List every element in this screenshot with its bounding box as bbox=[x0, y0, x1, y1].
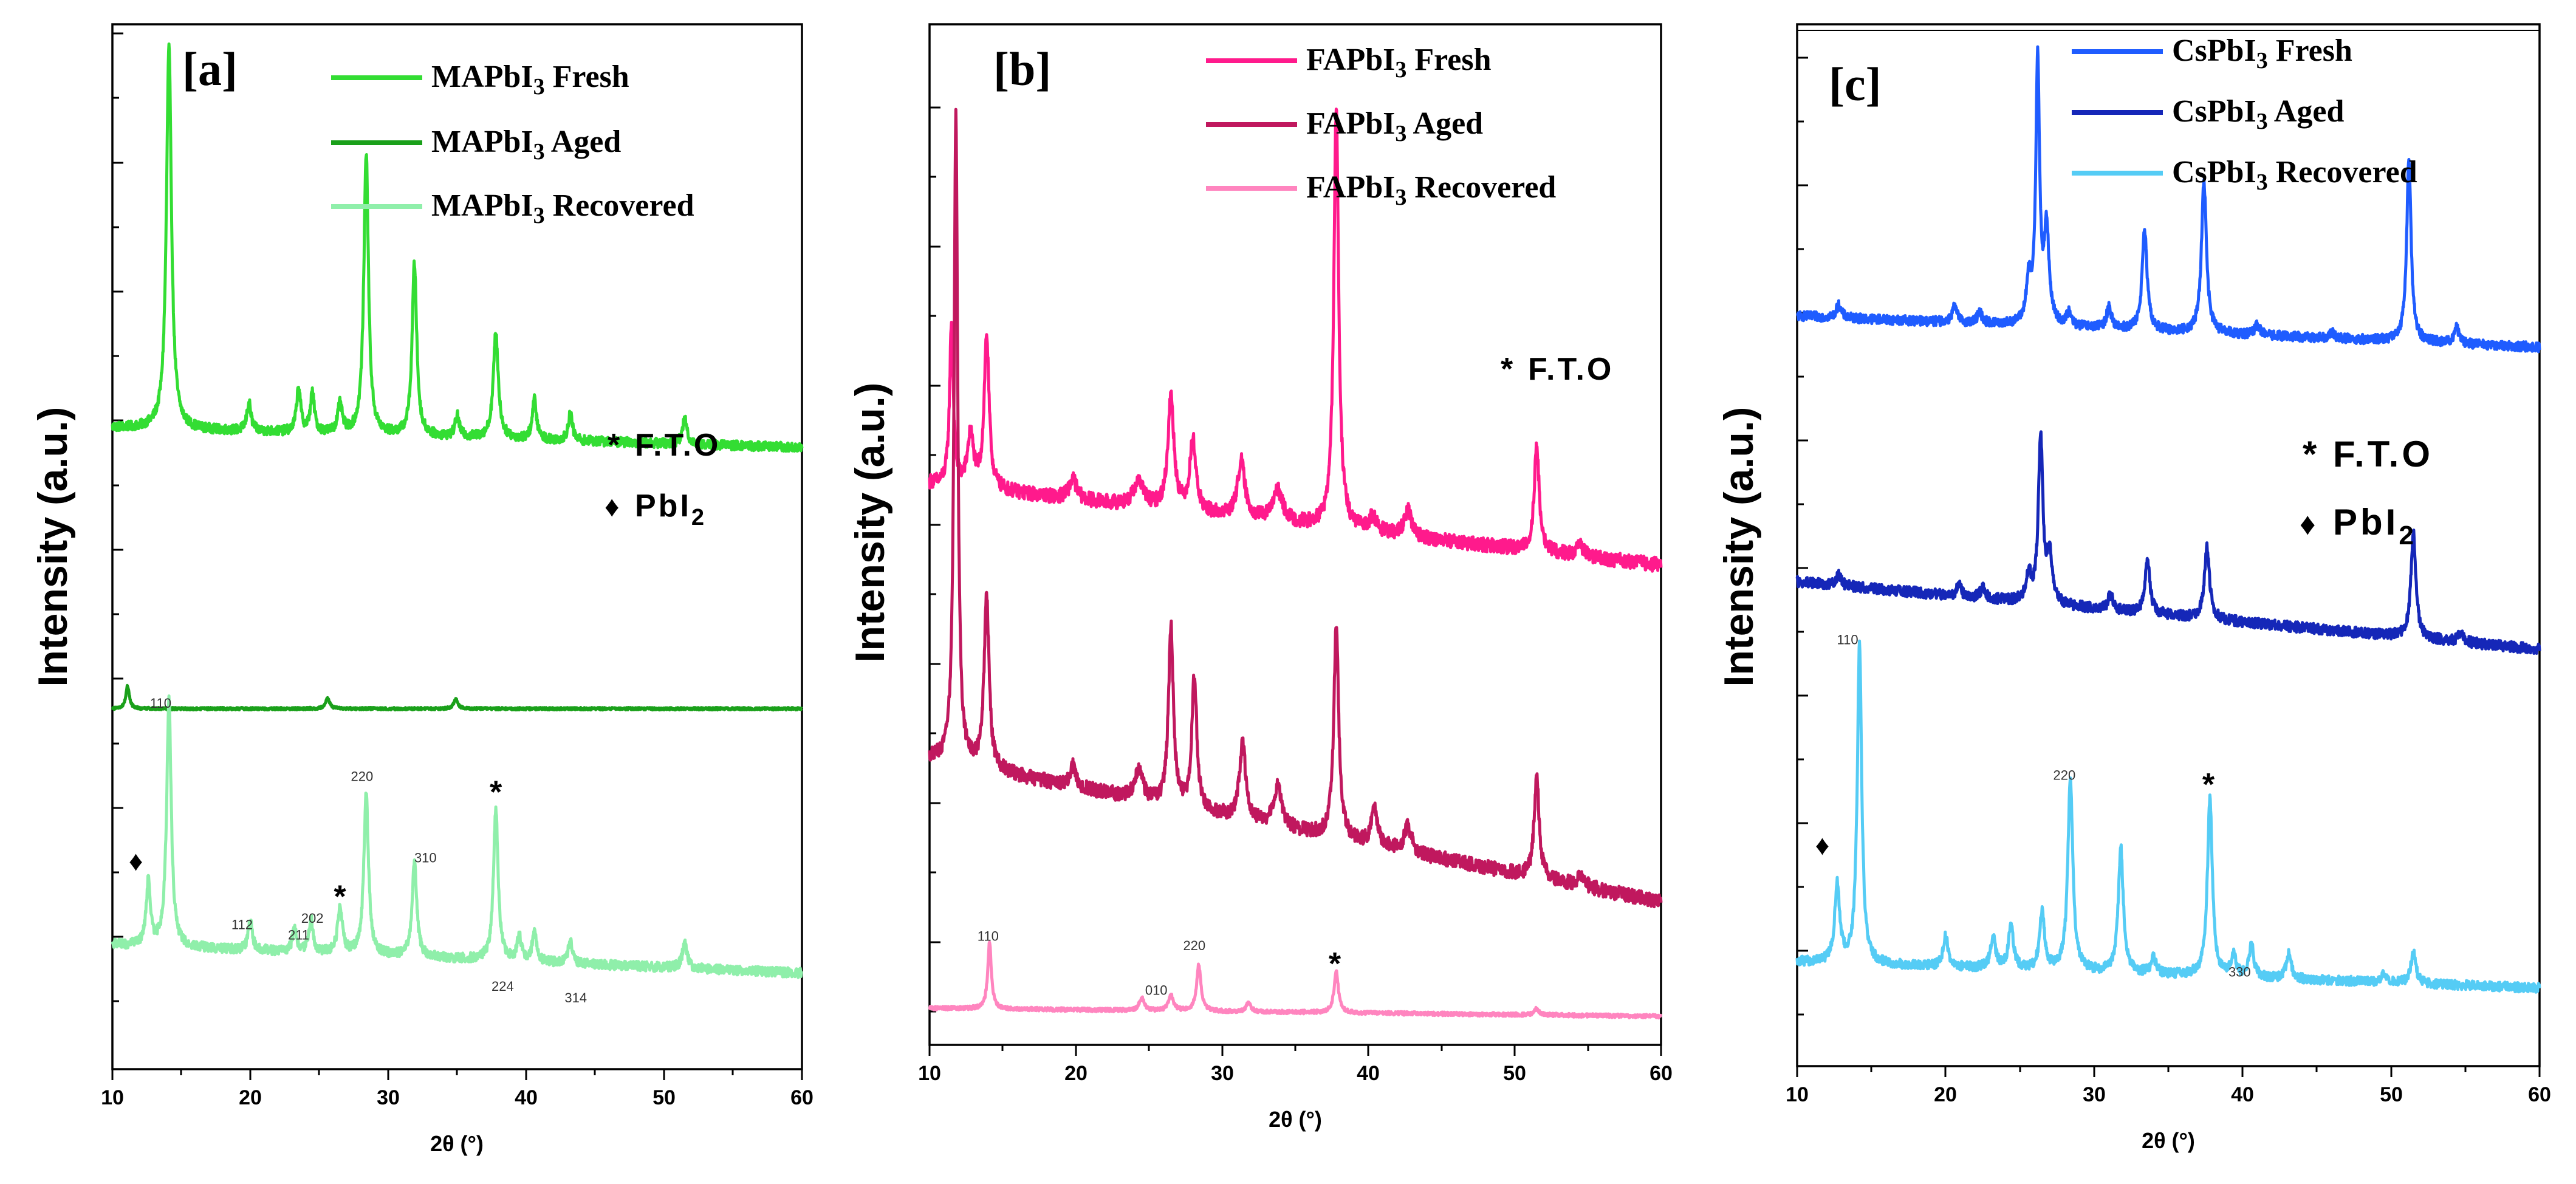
pbi2-legend-text: PbI2 bbox=[635, 488, 707, 530]
panel-b-xtick-labels: 10 20 30 40 50 60 bbox=[918, 1062, 1673, 1085]
legend-label-fresh: CsPbI3 Fresh bbox=[2172, 33, 2352, 74]
legend: CsPbI3 Fresh CsPbI3 Aged CsPbI3 Recovere… bbox=[2072, 33, 2417, 195]
fto-peak-marker: * bbox=[334, 879, 346, 914]
xtick-label: 40 bbox=[2231, 1083, 2254, 1106]
panel-a-xticks bbox=[111, 1069, 803, 1080]
series-line-cspbi3-recovered bbox=[1795, 639, 2541, 994]
pbi2-legend-diamond: ♦ bbox=[605, 491, 620, 523]
panel-a-series bbox=[111, 42, 804, 979]
series-line-fapbi3-fresh bbox=[928, 108, 1663, 573]
xtick-label: 40 bbox=[515, 1086, 538, 1109]
xtick-label: 30 bbox=[2083, 1083, 2106, 1106]
panel-c-xticks bbox=[1796, 1066, 2541, 1077]
fto-legend-text: F.T.O bbox=[635, 428, 721, 463]
xtick-label: 30 bbox=[377, 1086, 400, 1109]
y-axis-title: Intensity (a.u.) bbox=[1716, 407, 1762, 687]
legend-label-recovered: CsPbI3 Recovered bbox=[2172, 155, 2417, 195]
fto-legend-text: F.T.O bbox=[2333, 434, 2433, 474]
legend-label-fresh: MAPbI3 Fresh bbox=[431, 60, 629, 100]
series-line-cspbi3-fresh bbox=[1796, 45, 2541, 354]
peak-index-label: 110 bbox=[1837, 632, 1858, 647]
x-axis-title: 2θ (°) bbox=[1269, 1107, 1322, 1132]
fto-legend-star: * bbox=[1501, 352, 1513, 387]
xtick-label: 10 bbox=[101, 1086, 124, 1109]
y-axis-title: Intensity (a.u.) bbox=[847, 383, 893, 663]
peak-index-label: 330 bbox=[2228, 965, 2251, 980]
peak-index-label: 220 bbox=[2054, 767, 2076, 782]
panel-c-yticks bbox=[1797, 56, 1808, 1016]
y-axis-title: Intensity (a.u.) bbox=[30, 407, 76, 687]
legend: FAPbI3 Fresh FAPbI3 Aged FAPbI3 Recovere… bbox=[1206, 43, 1556, 210]
peak-index-label: 110 bbox=[150, 696, 171, 711]
xtick-label: 60 bbox=[790, 1086, 814, 1109]
series-line-mapbi3-recovered bbox=[111, 694, 803, 979]
xtick-label: 20 bbox=[1934, 1083, 1957, 1106]
panel-a-yticks bbox=[112, 32, 123, 1002]
xtick-label: 20 bbox=[239, 1086, 262, 1109]
series-line-cspbi3-aged bbox=[1795, 430, 2541, 655]
panel-a-xtick-labels: 10 20 30 40 50 60 bbox=[101, 1086, 814, 1109]
legend-label-aged: FAPbI3 Aged bbox=[1306, 106, 1483, 146]
series-line-fapbi3-recovered bbox=[928, 940, 1663, 1020]
peak-index-label: 314 bbox=[564, 990, 587, 1005]
pbi2-legend-text: PbI2 bbox=[2333, 502, 2417, 550]
panel-c: 10 20 30 40 50 60 2θ (°) Intensity (a.u.… bbox=[1716, 23, 2551, 1153]
peak-index-label: 110 bbox=[978, 929, 999, 944]
legend-label-fresh: FAPbI3 Fresh bbox=[1306, 43, 1492, 83]
panel-c-xtick-labels: 10 20 30 40 50 60 bbox=[1786, 1083, 2551, 1106]
peak-index-label: 211 bbox=[288, 928, 309, 943]
panel-a: 10 20 30 40 50 60 2θ (°) Intensity (a.u.… bbox=[30, 23, 814, 1156]
panel-b-peak-labels: 110 010 220 * bbox=[978, 929, 1341, 998]
pbi2-peak-marker: ♦ bbox=[1815, 829, 1829, 861]
panel-c-series bbox=[1795, 45, 2541, 994]
fto-peak-marker: * bbox=[2202, 767, 2215, 802]
legend-label-aged: CsPbI3 Aged bbox=[2172, 94, 2344, 134]
fto-peak-marker: * bbox=[1329, 946, 1341, 982]
panel-a-peak-labels: 110 112 211 202 220 310 224 314 * * ♦ bbox=[129, 696, 587, 1005]
xtick-label: 60 bbox=[2528, 1083, 2551, 1106]
fto-legend-text: F.T.O bbox=[1528, 352, 1614, 387]
panel-a-frame bbox=[111, 23, 803, 1070]
panel-b-xticks bbox=[928, 1045, 1662, 1056]
legend: MAPbI3 Fresh MAPbI3 Aged MAPbI3 Recovere… bbox=[331, 60, 694, 228]
panel-label: [b] bbox=[993, 43, 1051, 95]
xtick-label: 10 bbox=[1786, 1083, 1809, 1106]
xtick-label: 30 bbox=[1211, 1062, 1234, 1085]
panel-c-peak-labels: 110 220 330 * ♦ bbox=[1815, 632, 2251, 979]
peak-index-label: 310 bbox=[414, 850, 437, 865]
xtick-label: 60 bbox=[1649, 1062, 1673, 1085]
peak-index-label: 220 bbox=[1183, 938, 1205, 953]
series-line-fapbi3-aged bbox=[928, 108, 1663, 909]
peak-index-label: 010 bbox=[1145, 983, 1168, 998]
panel-b-yticks bbox=[930, 106, 940, 1013]
panel-label: [c] bbox=[1829, 58, 1882, 111]
series-line-mapbi3-aged bbox=[111, 683, 803, 712]
panel-c-frame bbox=[1796, 23, 2541, 1067]
peak-index-label: 224 bbox=[492, 979, 514, 994]
legend-label-recovered: MAPbI3 Recovered bbox=[431, 188, 694, 228]
xtick-label: 10 bbox=[918, 1062, 941, 1085]
peak-index-label: 112 bbox=[231, 917, 253, 932]
panel-b-series bbox=[928, 108, 1663, 1020]
xtick-label: 20 bbox=[1064, 1062, 1088, 1085]
panel-b: 10 20 30 40 50 60 2θ (°) Intensity (a.u.… bbox=[847, 23, 1673, 1132]
xtick-label: 40 bbox=[1357, 1062, 1380, 1085]
peak-index-label: 202 bbox=[301, 911, 324, 926]
xtick-label: 50 bbox=[2380, 1083, 2403, 1106]
x-axis-title: 2θ (°) bbox=[2142, 1128, 2195, 1153]
xtick-label: 50 bbox=[653, 1086, 676, 1109]
fto-peak-marker: * bbox=[490, 775, 502, 810]
fto-legend-star: * bbox=[2303, 434, 2317, 474]
legend-label-aged: MAPbI3 Aged bbox=[431, 125, 621, 165]
legend-label-recovered: FAPbI3 Recovered bbox=[1306, 170, 1556, 210]
x-axis-title: 2θ (°) bbox=[430, 1131, 484, 1156]
series-line-mapbi3-fresh bbox=[111, 42, 804, 453]
pbi2-peak-marker: ♦ bbox=[129, 845, 143, 877]
peak-index-label: 220 bbox=[351, 768, 374, 784]
pbi2-legend-diamond: ♦ bbox=[2300, 507, 2316, 542]
fto-legend-star: * bbox=[608, 428, 620, 463]
xtick-label: 50 bbox=[1503, 1062, 1526, 1085]
panel-label: [a] bbox=[182, 43, 238, 95]
